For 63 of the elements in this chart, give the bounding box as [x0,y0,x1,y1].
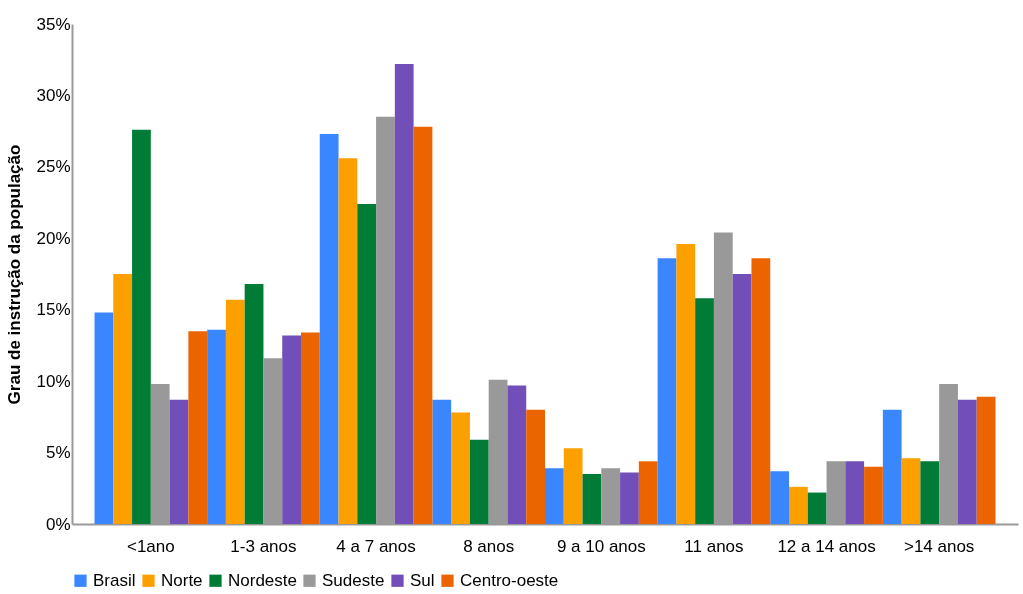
bar [789,486,808,524]
legend-label: Centro-oeste [460,570,559,590]
legend-label: Norte [161,570,203,590]
bar [901,458,921,524]
bar [526,409,545,524]
y-axis-title: Grau de instrução da população [5,144,25,405]
bar [169,399,189,524]
x-tick-label: <1ano [126,536,175,556]
y-tick-label: 25% [36,157,71,177]
bar [432,399,452,524]
bar [300,332,320,524]
bar [469,439,489,524]
bar [113,274,133,524]
bar [751,258,771,524]
bar [695,298,714,524]
bar [357,204,377,524]
bar [282,335,301,524]
y-tick-label: 5% [45,443,71,463]
x-tick-label: >14 anos [903,536,975,556]
bar [807,492,827,524]
x-tick-label: 11 anos [684,536,744,556]
legend-label: Sul [410,570,435,590]
bar [563,448,583,524]
bar [207,329,226,524]
legend-label: Brasil [93,570,136,590]
x-tick-label: 4 a 7 anos [336,536,416,556]
bar [676,244,696,524]
y-tick-label: 15% [36,300,71,320]
bar [582,474,602,524]
bar [638,461,658,524]
x-tick-label: 8 anos [463,536,515,556]
bar [132,129,151,524]
bar [657,258,677,524]
bar [845,461,865,524]
bar [864,466,883,524]
y-tick-label: 20% [36,228,71,248]
bar [882,409,902,524]
bar [244,284,264,524]
bar [732,274,752,524]
bar [976,396,996,524]
y-tick-label: 30% [36,85,71,105]
y-tick-label: 10% [36,371,71,391]
y-tick-label: 35% [36,14,71,34]
bar [770,471,790,524]
bar [507,385,527,524]
bar [225,299,245,524]
bar [545,468,564,524]
legend-label: Nordeste [228,570,297,590]
bar [394,64,414,524]
x-tick-label: 1-3 anos [230,536,297,556]
bar [338,158,358,524]
bar [957,399,977,524]
x-tick-label: 9 a 10 anos [556,536,646,556]
bar [188,331,208,524]
bar [413,126,433,524]
y-tick-label: 0% [45,514,71,534]
legend-label: Sudeste [322,570,385,590]
bar [451,412,470,524]
bar [319,134,339,524]
bar [94,312,114,524]
bar [920,461,940,524]
x-tick-label: 12 a 14 anos [777,536,876,556]
bar [620,472,639,524]
